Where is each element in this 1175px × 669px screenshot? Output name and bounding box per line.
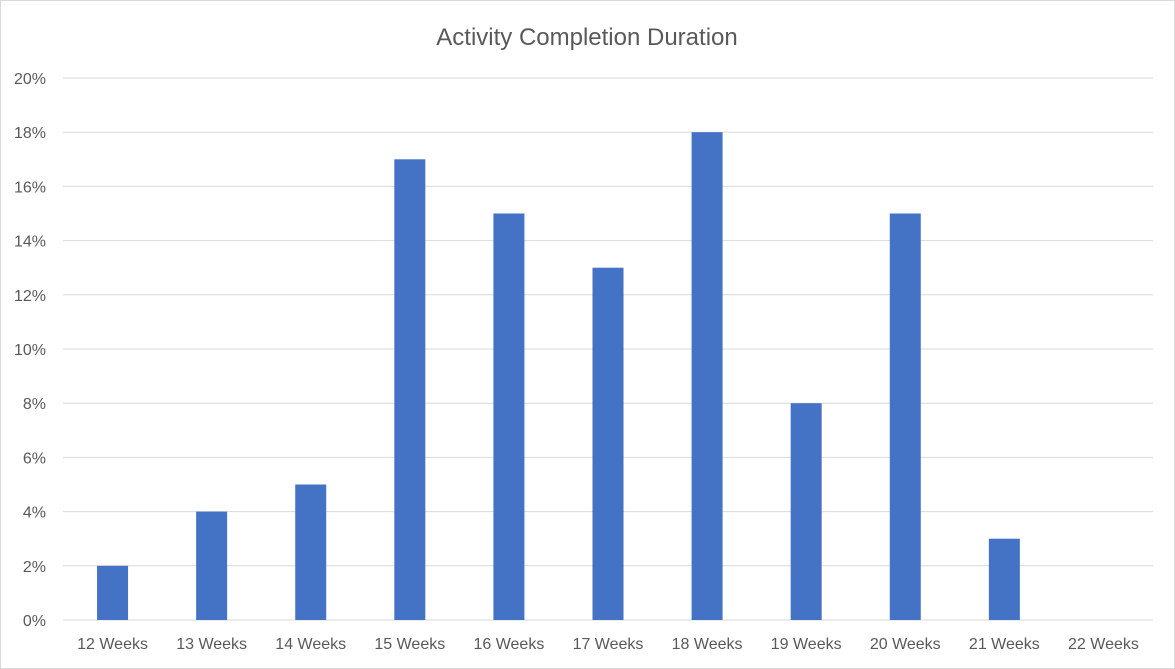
bar xyxy=(988,538,1020,620)
bar xyxy=(790,403,822,620)
x-tick-label: 17 Weeks xyxy=(573,636,644,653)
bar xyxy=(691,132,723,620)
x-tick-label: 12 Weeks xyxy=(77,636,148,653)
y-tick-label: 18% xyxy=(14,125,46,142)
x-axis-ticks: 12 Weeks 13 Weeks 14 Weeks 15 Weeks 16 Weeks… xyxy=(77,636,1139,653)
y-tick-label: 8% xyxy=(23,396,46,413)
y-tick-label: 4% xyxy=(23,505,46,522)
bar xyxy=(889,213,921,620)
x-tick-label: 13 Weeks xyxy=(176,636,247,653)
bar xyxy=(196,511,228,620)
x-tick-label: 14 Weeks xyxy=(275,636,346,653)
x-tick-label: 16 Weeks xyxy=(473,636,544,653)
x-tick-label: 21 Weeks xyxy=(969,636,1040,653)
y-tick-label: 6% xyxy=(23,450,46,467)
x-tick-label: 19 Weeks xyxy=(771,636,842,653)
bar xyxy=(295,484,327,620)
y-tick-label: 14% xyxy=(14,234,46,251)
bar xyxy=(97,565,129,620)
bar xyxy=(592,267,624,620)
bars xyxy=(97,132,1020,621)
y-tick-label: 16% xyxy=(14,179,46,196)
y-tick-label: 0% xyxy=(23,613,46,630)
chart-title: Activity Completion Duration xyxy=(436,24,737,51)
x-tick-label: 15 Weeks xyxy=(374,636,445,653)
gridlines xyxy=(63,77,1153,621)
x-tick-label: 18 Weeks xyxy=(672,636,743,653)
x-tick-label: 22 Weeks xyxy=(1068,636,1139,653)
bar xyxy=(394,159,426,621)
y-tick-label: 20% xyxy=(14,71,46,88)
y-tick-label: 10% xyxy=(14,342,46,359)
x-tick-label: 20 Weeks xyxy=(870,636,941,653)
y-tick-label: 12% xyxy=(14,288,46,305)
y-tick-label: 2% xyxy=(23,559,46,576)
y-axis-ticks: 0% 2% 4% 6% 8% 10% 12% 14% 16% 18% 20% xyxy=(14,71,46,630)
bar xyxy=(493,213,525,620)
